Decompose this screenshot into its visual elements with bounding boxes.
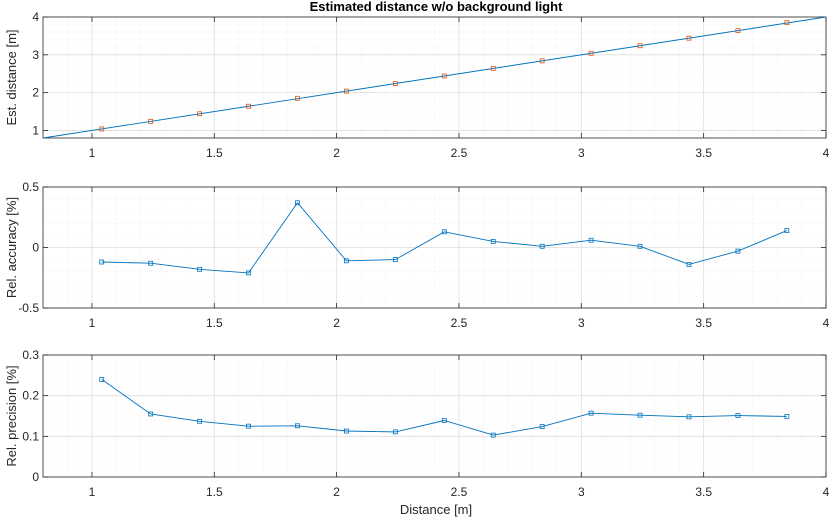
y-tick-label: 0.5 bbox=[22, 180, 39, 194]
data-point bbox=[735, 248, 741, 254]
data-point bbox=[735, 28, 741, 34]
data-point bbox=[441, 73, 447, 79]
x-tick-label: 2 bbox=[333, 316, 340, 330]
data-point bbox=[686, 35, 692, 41]
x-tick-label: 3 bbox=[578, 146, 585, 160]
data-point bbox=[246, 270, 251, 276]
data-point bbox=[637, 412, 643, 418]
y-tick-label: 1 bbox=[32, 123, 39, 137]
y-axis-label: Est. distance [m] bbox=[4, 29, 19, 125]
data-point bbox=[784, 414, 790, 419]
data-point bbox=[539, 424, 545, 429]
data-point bbox=[99, 126, 105, 132]
axes-box bbox=[42, 16, 827, 139]
data-point bbox=[392, 81, 398, 86]
x-tick-label: 2.5 bbox=[451, 485, 468, 499]
axes-box bbox=[42, 354, 827, 478]
data-point bbox=[784, 20, 790, 26]
data-point bbox=[99, 259, 105, 265]
data-point bbox=[197, 418, 203, 424]
y-tick-label: 2 bbox=[32, 86, 39, 100]
data-point bbox=[588, 410, 594, 416]
y-tick-label: 0.2 bbox=[22, 389, 39, 403]
x-tick-label: 2 bbox=[333, 146, 340, 160]
data-point bbox=[686, 414, 692, 420]
data-point bbox=[539, 243, 545, 249]
chart-title: Estimated distance w/o background light bbox=[310, 0, 563, 14]
data-point bbox=[344, 428, 349, 434]
x-tick-label: 3.5 bbox=[695, 316, 712, 330]
data-point bbox=[588, 50, 594, 56]
data-point bbox=[490, 66, 496, 71]
data-point bbox=[735, 413, 741, 418]
y-tick-label: 4 bbox=[32, 10, 39, 24]
data-point bbox=[784, 228, 790, 233]
y-tick-label: 0 bbox=[32, 470, 39, 484]
x-tick-label: 1 bbox=[89, 146, 96, 160]
data-point bbox=[392, 257, 398, 263]
data-point bbox=[441, 229, 447, 235]
x-tick-label: 2.5 bbox=[451, 146, 468, 160]
x-tick-label: 1.5 bbox=[206, 316, 223, 330]
series-line bbox=[101, 201, 787, 274]
x-tick-label: 3.5 bbox=[695, 485, 712, 499]
data-point bbox=[99, 376, 105, 382]
data-point bbox=[539, 58, 545, 64]
x-tick-label: 1.5 bbox=[206, 485, 223, 499]
data-point bbox=[197, 111, 203, 117]
data-point bbox=[197, 266, 203, 272]
data-point bbox=[441, 418, 447, 423]
x-tick-label: 1 bbox=[89, 316, 96, 330]
y-axis-label: Rel. precision [%] bbox=[4, 365, 19, 466]
data-point bbox=[295, 200, 300, 206]
data-point bbox=[490, 432, 496, 438]
y-tick-label: 0.1 bbox=[22, 429, 39, 443]
data-point bbox=[344, 88, 349, 94]
data-point bbox=[148, 260, 154, 266]
data-point bbox=[246, 423, 251, 429]
data-point bbox=[637, 43, 643, 49]
x-tick-label: 1.5 bbox=[206, 146, 223, 160]
x-tick-label: 3 bbox=[578, 485, 585, 499]
data-point bbox=[295, 95, 300, 101]
y-axis-label: Rel. accuracy [%] bbox=[4, 197, 19, 298]
data-point bbox=[295, 423, 300, 429]
y-tick-label: 0.3 bbox=[22, 348, 39, 362]
x-tick-label: 4 bbox=[823, 146, 830, 160]
data-point bbox=[637, 243, 643, 249]
data-point bbox=[588, 237, 594, 243]
subplot-estimated-distance: 1 1.5 2 2.5 3 3.5 4 1 2 3 4 Est. distance [m] bbox=[4, 10, 830, 160]
x-tick-label: 2.5 bbox=[451, 316, 468, 330]
y-tick-label: 0 bbox=[32, 241, 39, 255]
y-tick-label: 3 bbox=[32, 48, 39, 62]
x-tick-label: 4 bbox=[823, 316, 830, 330]
data-point bbox=[686, 262, 692, 267]
x-axis-label: Distance [m] bbox=[400, 502, 472, 517]
y-tick-label: -0.5 bbox=[18, 301, 39, 315]
data-point bbox=[344, 258, 349, 264]
data-point bbox=[490, 239, 496, 244]
x-tick-label: 4 bbox=[823, 485, 830, 499]
x-tick-label: 3.5 bbox=[695, 146, 712, 160]
series-line bbox=[101, 379, 787, 436]
data-point bbox=[392, 429, 398, 435]
reference-line bbox=[42, 16, 827, 139]
x-tick-label: 2 bbox=[333, 485, 340, 499]
x-tick-label: 1 bbox=[89, 485, 96, 499]
data-point bbox=[148, 118, 154, 124]
data-point bbox=[246, 103, 251, 109]
x-tick-label: 3 bbox=[578, 316, 585, 330]
data-point bbox=[148, 411, 154, 417]
